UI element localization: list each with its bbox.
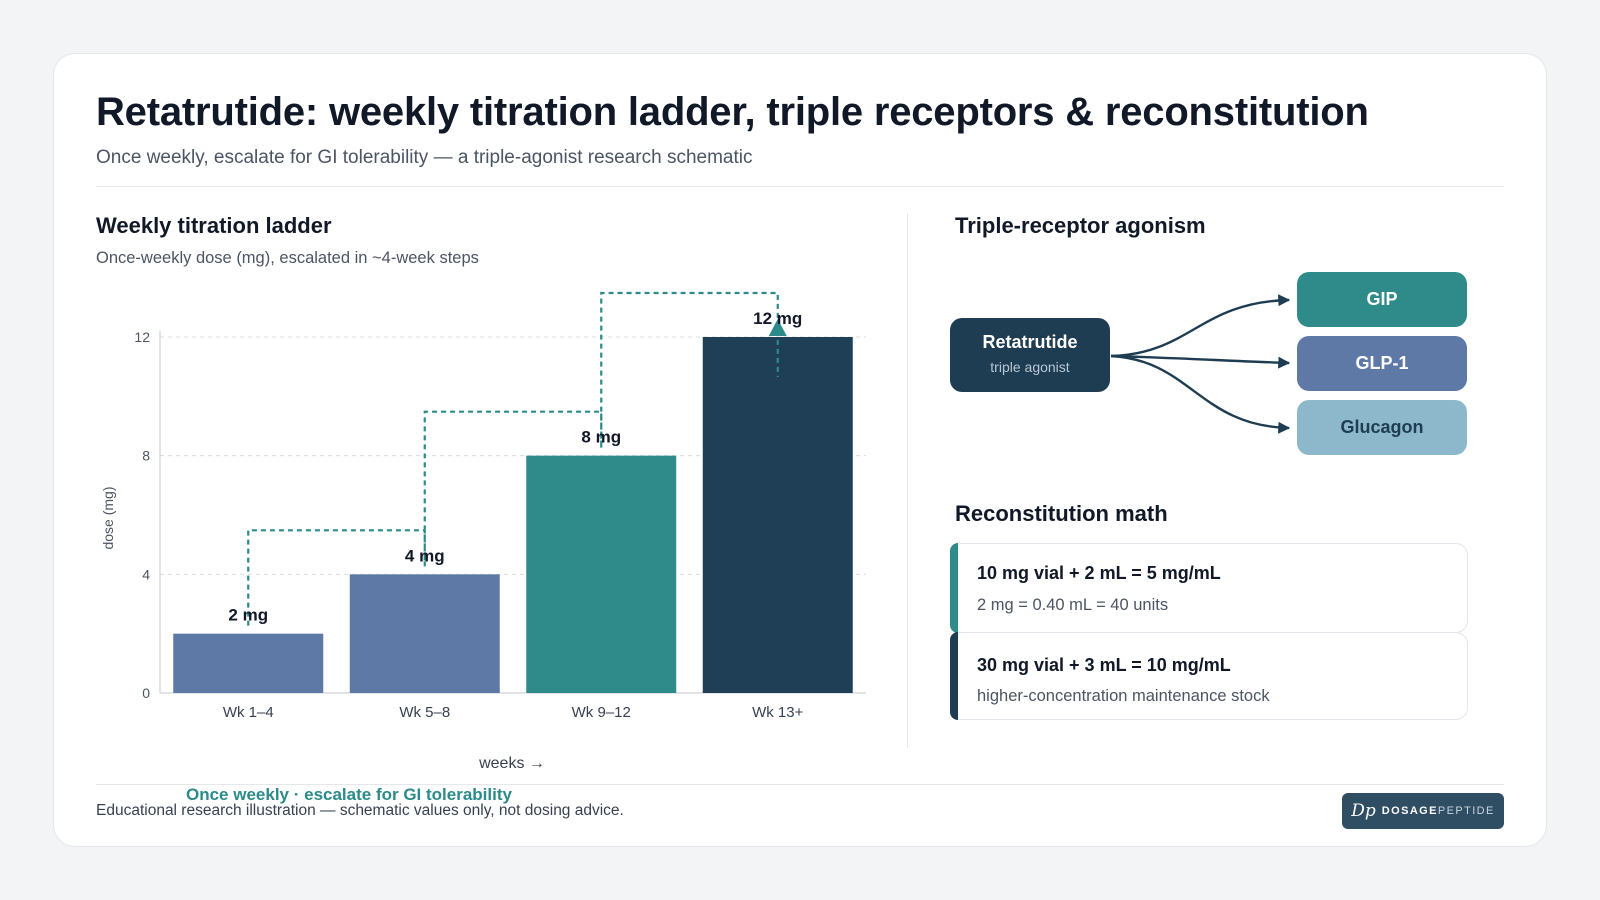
reconstitution-note: higher-concentration maintenance stock xyxy=(977,687,1270,705)
bar-2 xyxy=(349,574,500,693)
reconstitution-equation: 30 mg vial + 3 mL = 10 mg/mL xyxy=(977,655,1231,675)
glucagon-receptor-node: Glucagon xyxy=(1297,400,1467,455)
y-axis-title: dose (mg) xyxy=(100,486,116,549)
arrow-to-glucagon xyxy=(1110,354,1291,434)
data-label-2: 4 mg xyxy=(405,546,445,565)
arrow-to-gip xyxy=(1110,294,1291,358)
bar-3 xyxy=(526,455,677,693)
glp1-receptor-node: GLP-1 xyxy=(1297,336,1467,391)
reconstitution-note: 2 mg = 0.40 mL = 40 units xyxy=(977,596,1169,614)
brand-mark-icon: Dp xyxy=(1351,801,1376,821)
card-accent-bar xyxy=(950,543,958,633)
page-title: Retatrutide: weekly titration ladder, tr… xyxy=(96,90,1369,134)
receptor-title: Triple-receptor agonism xyxy=(955,213,1206,238)
y-tick-label: 0 xyxy=(142,685,150,701)
header-divider xyxy=(96,186,1504,187)
ladder-subtitle: Once-weekly dose (mg), escalated in ~4-w… xyxy=(96,249,479,267)
x-tick-label: Wk 1–4 xyxy=(223,704,274,721)
footer-accent-text: Once weekly · escalate for GI tolerabili… xyxy=(186,785,512,804)
column-divider xyxy=(907,213,908,748)
receptor-diagram xyxy=(1110,294,1291,434)
y-tick-label: 8 xyxy=(142,448,150,464)
brand-word-bold: DOSAGE xyxy=(1381,805,1438,817)
data-label-3: 8 mg xyxy=(581,428,621,447)
reconstitution-card-30mg: 30 mg vial + 3 mL = 10 mg/mL higher-conc… xyxy=(950,632,1468,720)
x-tick-label: Wk 9–12 xyxy=(572,704,631,721)
reconstitution-equation: 10 mg vial + 2 mL = 5 mg/mL xyxy=(977,563,1221,583)
retatrutide-node-role: triple agonist xyxy=(990,359,1070,375)
ladder-title: Weekly titration ladder xyxy=(96,213,332,238)
y-tick-label: 12 xyxy=(134,329,150,345)
brand-wordmark: DOSAGEPEPTIDE xyxy=(1382,805,1495,817)
y-tick-label: 4 xyxy=(142,566,150,582)
page-subtitle: Once weekly, escalate for GI tolerabilit… xyxy=(96,147,753,168)
x-axis-title: weeks → xyxy=(478,755,545,772)
reconstitution-title: Reconstitution math xyxy=(955,501,1168,526)
bar-1 xyxy=(173,633,324,693)
data-label-1: 2 mg xyxy=(228,606,268,625)
gip-receptor-node: GIP xyxy=(1297,272,1467,327)
footer-disclaimer: Educational research illustration — sche… xyxy=(96,802,624,819)
arrow-to-glp1 xyxy=(1110,354,1291,369)
x-tick-label: Wk 13+ xyxy=(752,704,804,721)
step-arrowhead xyxy=(768,319,787,336)
data-label-4: 12 mg xyxy=(753,309,802,328)
retatrutide-node-name: Retatrutide xyxy=(982,332,1078,352)
retatrutide-node: Retatrutide triple agonist xyxy=(950,318,1110,392)
brand-logo[interactable]: Dp DOSAGEPEPTIDE xyxy=(1342,793,1504,829)
x-tick-label: Wk 5–8 xyxy=(399,704,450,721)
reconstitution-card-10mg: 10 mg vial + 2 mL = 5 mg/mL 2 mg = 0.40 … xyxy=(950,543,1468,633)
footer-divider xyxy=(96,784,1504,785)
brand-word-light: PEPTIDE xyxy=(1437,805,1495,817)
card-accent-bar xyxy=(950,632,958,720)
bar-4 xyxy=(702,337,853,693)
titration-chart: 0 4 8 12 2 mg 4 mg 8 mg 12 mg Wk 1–4 Wk 5–8 Wk 9–1… xyxy=(100,291,866,772)
